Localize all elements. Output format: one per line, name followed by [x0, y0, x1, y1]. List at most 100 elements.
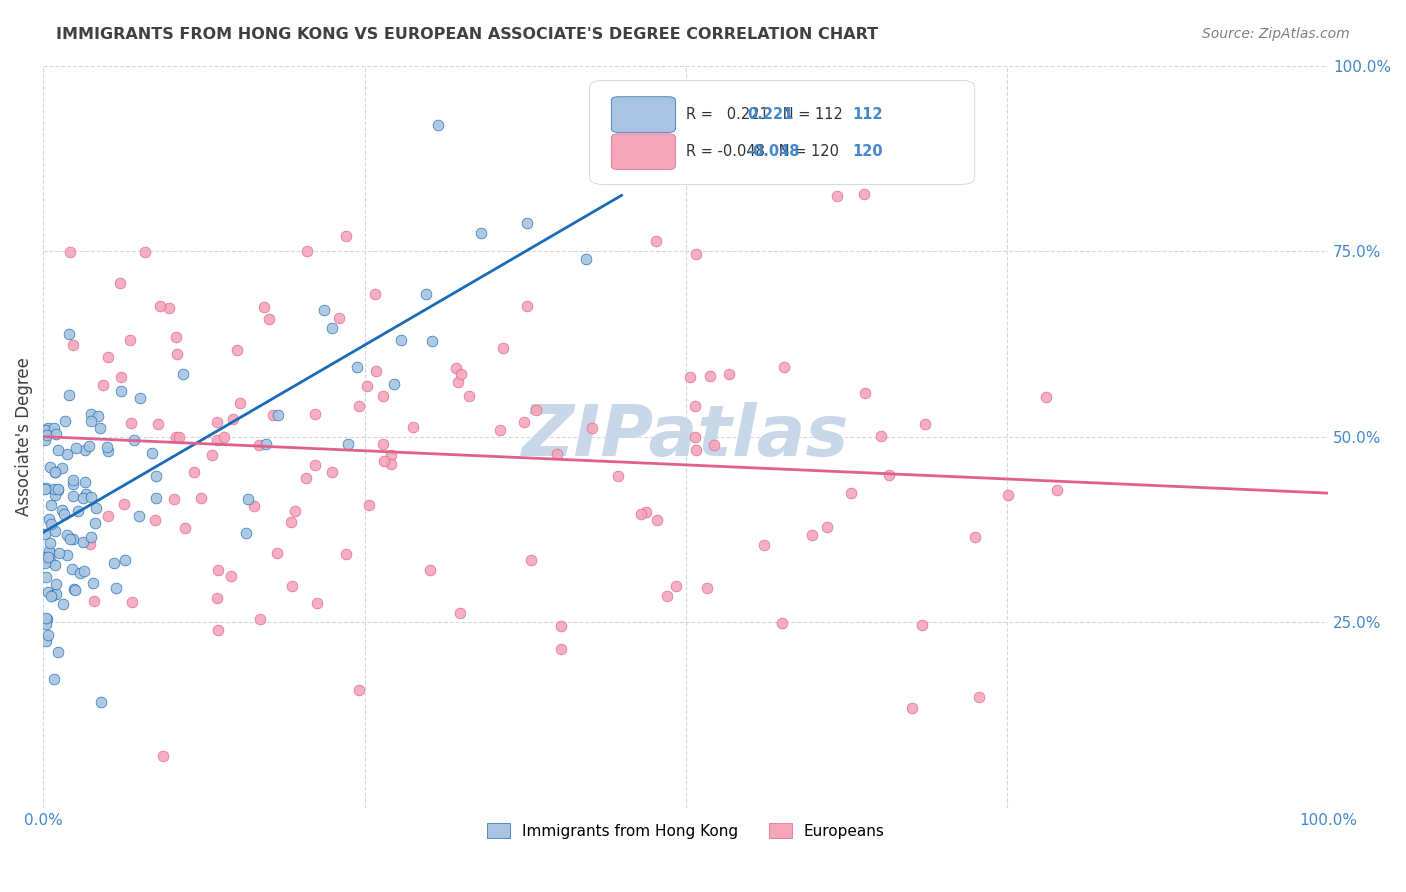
Immigrants from Hong Kong — [39, 499, 62, 513]
Immigrants from Hong Kong — [72, 491, 94, 505]
Europeans — [699, 368, 721, 383]
Immigrants from Hong Kong — [79, 439, 101, 453]
Europeans — [516, 299, 538, 313]
Europeans — [657, 589, 679, 603]
Immigrants from Hong Kong — [44, 465, 66, 479]
Immigrants from Hong Kong — [75, 443, 97, 458]
Immigrants from Hong Kong — [35, 481, 58, 495]
Europeans — [546, 447, 568, 461]
Europeans — [879, 467, 901, 482]
Immigrants from Hong Kong — [46, 482, 69, 496]
Europeans — [717, 368, 740, 382]
Europeans — [380, 457, 402, 471]
Europeans — [212, 430, 235, 444]
Immigrants from Hong Kong — [48, 546, 70, 560]
Immigrants from Hong Kong — [34, 482, 56, 496]
Europeans — [524, 403, 547, 417]
Immigrants from Hong Kong — [37, 427, 59, 442]
Immigrants from Hong Kong — [104, 581, 127, 595]
Immigrants from Hong Kong — [42, 589, 65, 603]
Immigrants from Hong Kong — [38, 512, 60, 526]
Immigrants from Hong Kong — [45, 587, 67, 601]
Immigrants from Hong Kong — [35, 633, 58, 648]
Immigrants from Hong Kong — [172, 367, 194, 381]
Europeans — [97, 508, 120, 523]
Europeans — [444, 361, 467, 376]
Europeans — [266, 546, 288, 560]
Immigrants from Hong Kong — [141, 446, 163, 460]
Europeans — [683, 430, 706, 444]
Europeans — [143, 512, 166, 526]
Immigrants from Hong Kong — [80, 413, 103, 427]
Text: R = -0.048   N = 120: R = -0.048 N = 120 — [686, 145, 839, 159]
Europeans — [449, 606, 471, 620]
Europeans — [853, 186, 876, 201]
Europeans — [219, 569, 242, 583]
Europeans — [108, 276, 131, 290]
Immigrants from Hong Kong — [58, 388, 80, 402]
Immigrants from Hong Kong — [72, 565, 94, 579]
Europeans — [121, 595, 143, 609]
Europeans — [152, 748, 174, 763]
Europeans — [349, 683, 371, 698]
Immigrants from Hong Kong — [145, 468, 167, 483]
Immigrants from Hong Kong — [89, 421, 111, 435]
Europeans — [512, 415, 534, 429]
Europeans — [630, 507, 652, 521]
Immigrants from Hong Kong — [56, 447, 79, 461]
Text: Source: ZipAtlas.com: Source: ZipAtlas.com — [1202, 27, 1350, 41]
Immigrants from Hong Kong — [103, 556, 125, 570]
Immigrants from Hong Kong — [39, 459, 62, 474]
Europeans — [457, 389, 479, 403]
Immigrants from Hong Kong — [52, 598, 75, 612]
Immigrants from Hong Kong — [80, 530, 103, 544]
Immigrants from Hong Kong — [90, 695, 112, 709]
Europeans — [679, 370, 702, 384]
Immigrants from Hong Kong — [114, 553, 136, 567]
Europeans — [696, 581, 718, 595]
Europeans — [259, 311, 281, 326]
Immigrants from Hong Kong — [62, 532, 84, 546]
Immigrants from Hong Kong — [59, 532, 82, 546]
Immigrants from Hong Kong — [67, 504, 90, 518]
Europeans — [347, 399, 370, 413]
Europeans — [754, 538, 776, 552]
Europeans — [450, 368, 472, 382]
Immigrants from Hong Kong — [128, 509, 150, 524]
Europeans — [134, 245, 156, 260]
Europeans — [914, 417, 936, 431]
Immigrants from Hong Kong — [51, 461, 73, 475]
Europeans — [148, 417, 170, 432]
Europeans — [683, 399, 706, 413]
Immigrants from Hong Kong — [65, 441, 87, 455]
Immigrants from Hong Kong — [34, 569, 56, 583]
Text: IMMIGRANTS FROM HONG KONG VS EUROPEAN ASSOCIATE'S DEGREE CORRELATION CHART: IMMIGRANTS FROM HONG KONG VS EUROPEAN AS… — [56, 27, 879, 42]
Immigrants from Hong Kong — [82, 575, 104, 590]
Europeans — [165, 430, 187, 444]
Europeans — [402, 420, 425, 434]
Immigrants from Hong Kong — [55, 548, 77, 562]
Europeans — [83, 593, 105, 607]
Immigrants from Hong Kong — [145, 491, 167, 505]
Immigrants from Hong Kong — [86, 409, 108, 424]
Europeans — [201, 449, 224, 463]
Europeans — [222, 411, 245, 425]
FancyBboxPatch shape — [589, 80, 974, 185]
Europeans — [550, 619, 572, 633]
Europeans — [634, 505, 657, 519]
Immigrants from Hong Kong — [75, 475, 97, 489]
Europeans — [167, 430, 190, 444]
Immigrants from Hong Kong — [39, 589, 62, 603]
Immigrants from Hong Kong — [56, 528, 79, 542]
Europeans — [297, 244, 319, 259]
Europeans — [207, 416, 229, 430]
Immigrants from Hong Kong — [44, 488, 66, 502]
Europeans — [249, 438, 271, 452]
Europeans — [165, 329, 187, 343]
Immigrants from Hong Kong — [53, 414, 76, 428]
Europeans — [284, 504, 307, 518]
Immigrants from Hong Kong — [72, 534, 94, 549]
Europeans — [183, 465, 205, 479]
Europeans — [685, 442, 707, 457]
Europeans — [645, 513, 668, 527]
